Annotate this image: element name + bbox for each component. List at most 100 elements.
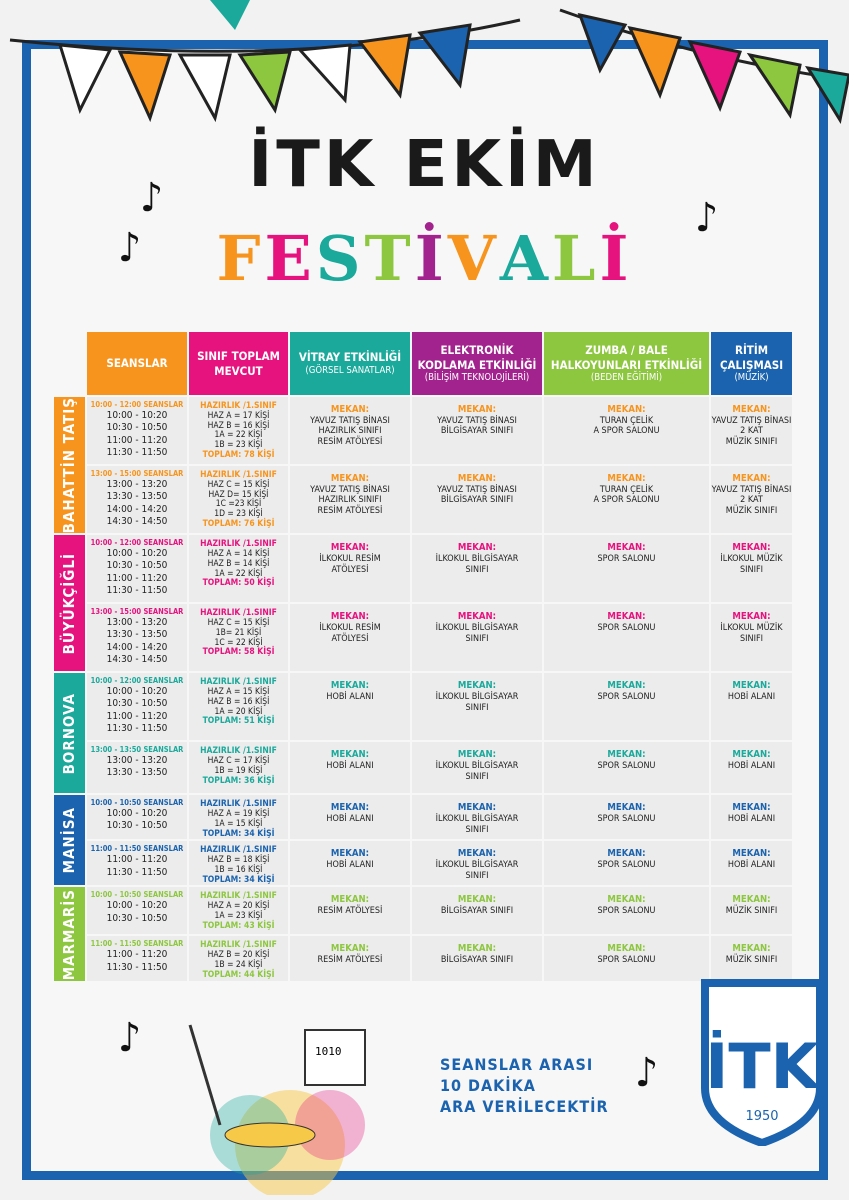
session-heading: 10:00 - 12:00 SEANSLAR <box>90 400 184 409</box>
session-times: 13:00 - 13:50 SEANSLAR 13:00 - 13:20 13:30… <box>87 742 187 794</box>
venue-cell: MEKAN: İLKOKUL BİLGİSAYAR SINIFI <box>412 535 542 603</box>
venue-label: MEKAN: <box>457 943 497 955</box>
time-slot: 11:00 - 11:20 <box>106 854 168 866</box>
class-count: 1A = 22 KİŞİ <box>214 430 263 441</box>
column-header-subtitle: (BİLİŞİM TEKNOLOJİLERİ) <box>424 371 530 383</box>
venue-name: İLKOKUL BİLGİSAYAR SINIFI <box>435 623 519 644</box>
venue-label: MEKAN: <box>457 542 497 554</box>
time-slot: 13:00 - 13:20 <box>106 616 168 628</box>
venue-name: HOBİ ALANI <box>326 761 374 772</box>
class-counts: HAZIRLIK /1.SINIF HAZ C = 15 KİŞİ HAZ D= 1… <box>189 466 288 534</box>
campus-label: MANİSA <box>54 795 85 886</box>
venue-cell: MEKAN: HOBİ ALANI <box>711 841 792 886</box>
venue-cell: MEKAN: İLKOKUL BİLGİSAYAR SINIFI <box>412 673 542 741</box>
venue-label: MEKAN: <box>330 848 370 860</box>
title-letter: A <box>499 222 552 295</box>
time-slot: 13:00 - 13:20 <box>106 754 168 766</box>
time-slot: 13:00 - 13:20 <box>106 478 168 490</box>
column-header: RİTİM ÇALIŞMASI (MÜZİK) <box>711 332 792 395</box>
class-count: HAZ B = 20 KİŞİ <box>207 950 270 961</box>
venue-name: HOBİ ALANI <box>727 692 776 703</box>
session-times: 10:00 - 10:50 SEANSLAR 10:00 - 10:20 10:30… <box>87 795 187 840</box>
venue-cell: MEKAN: İLKOKUL BİLGİSAYAR SINIFI <box>412 841 542 886</box>
class-count: 1A = 22 KİŞİ <box>214 568 263 579</box>
venue-label: MEKAN: <box>732 542 771 554</box>
session-row: BÜYÜKÇİĞLİ 10:00 - 12:00 SEANSLAR 10:00 - … <box>54 535 792 672</box>
class-count: HAZ C = 17 KİŞİ <box>207 756 270 767</box>
time-slot: 10:00 - 10:20 <box>106 547 168 559</box>
computer-code-text: 1010 <box>315 1045 342 1058</box>
session-row: 13:00 - 13:50 SEANSLAR 13:00 - 13:20 13:30… <box>54 742 792 794</box>
venue-label: MEKAN: <box>457 404 497 415</box>
time-slot: 14:00 - 14:20 <box>106 503 168 515</box>
campus-label: BORNOVA <box>54 673 85 794</box>
class-count: 1B = 16 KİŞİ <box>214 864 263 875</box>
ballerina-paint-illustration: 1010 <box>188 1024 366 1195</box>
music-note-icon: ♪ <box>118 225 141 271</box>
bunting-decoration <box>9 0 849 125</box>
venue-name: İLKOKUL BİLGİSAYAR SINIFI <box>435 554 519 575</box>
music-note-icon: ♪ <box>118 1015 141 1061</box>
venue-name: İLKOKUL BİLGİSAYAR SINIFI <box>435 814 519 835</box>
session-times: 13:00 - 15:00 SEANSLAR 13:00 - 13:20 13:30… <box>87 604 187 672</box>
title-festivali: FESTİVALİ <box>0 222 849 295</box>
time-slot: 11:30 - 11:50 <box>106 585 168 597</box>
column-header-title: SEANSLAR <box>106 356 168 371</box>
venue-name: SPOR SALONU <box>597 860 656 871</box>
class-count: 1B = 19 KİŞİ <box>214 765 263 776</box>
venue-name: BİLGİSAYAR SINIFI <box>440 906 514 917</box>
venue-label: MEKAN: <box>457 680 497 692</box>
column-header: VİTRAY ETKİNLİĞİ (GÖRSEL SANATLAR) <box>290 332 410 395</box>
time-slot: 13:30 - 13:50 <box>106 629 168 641</box>
class-count: HAZ C = 15 KİŞİ <box>207 618 270 629</box>
venue-cell: MEKAN: SPOR SALONU <box>544 795 709 840</box>
venue-label: MEKAN: <box>457 894 497 906</box>
venue-cell: MEKAN: RESİM ATÖLYESİ <box>290 887 410 935</box>
session-row: 11:00 - 11:50 SEANSLAR 11:00 - 11:20 11:30… <box>54 936 792 982</box>
class-heading: HAZIRLIK /1.SINIF <box>200 891 277 902</box>
class-total: TOPLAM: 36 KİŞİ <box>202 775 275 786</box>
class-counts: HAZIRLIK /1.SINIF HAZ A = 15 KİŞİ HAZ B = … <box>189 673 288 741</box>
venue-cell: MEKAN: MÜZİK SINIFI <box>711 887 792 935</box>
venue-cell: MEKAN: İLKOKUL MÜZİK SINIFI <box>711 535 792 603</box>
venue-cell: MEKAN: SPOR SALONU <box>544 535 709 603</box>
venue-label: MEKAN: <box>330 749 370 761</box>
class-total: TOPLAM: 51 KİŞİ <box>202 716 275 727</box>
class-heading: HAZIRLIK /1.SINIF <box>200 539 277 550</box>
venue-name: İLKOKUL BİLGİSAYAR SINIFI <box>435 761 519 782</box>
break-notice-line: 10 DAKİKA <box>440 1075 536 1095</box>
time-slot: 14:30 - 14:50 <box>106 654 168 666</box>
session-row: 13:00 - 15:00 SEANSLAR 13:00 - 13:20 13:30… <box>54 466 792 534</box>
venue-name: HOBİ ALANI <box>326 692 374 703</box>
session-heading: 13:00 - 15:00 SEANSLAR <box>90 607 184 617</box>
venue-label: MEKAN: <box>732 473 771 485</box>
venue-cell: MEKAN: HOBİ ALANI <box>711 795 792 840</box>
class-count: HAZ A = 15 KİŞİ <box>207 687 270 698</box>
venue-cell: MEKAN: İLKOKUL RESİM ATÖLYESİ <box>290 535 410 603</box>
venue-cell: MEKAN: TURAN ÇELİK A SPOR SALONU <box>544 466 709 534</box>
class-counts: HAZIRLIK /1.SINIF HAZ C = 15 KİŞİ 1B= 21 K… <box>189 604 288 672</box>
session-row: BAHATTİN TATIŞ 10:00 - 12:00 SEANSLAR 10:0… <box>54 397 792 534</box>
venue-label: MEKAN: <box>330 611 370 623</box>
time-slot: 11:30 - 11:50 <box>106 723 168 735</box>
venue-name: SPOR SALONU <box>597 761 656 772</box>
session-heading: 10:00 - 12:00 SEANSLAR <box>90 676 184 686</box>
venue-cell: MEKAN: YAVUZ TATIŞ BİNASI BİLGİSAYAR SINI… <box>412 397 542 465</box>
class-counts: HAZIRLIK /1.SINIF HAZ A = 17 KİŞİ HAZ B = … <box>189 397 288 465</box>
venue-cell: MEKAN: RESİM ATÖLYESİ <box>290 936 410 982</box>
venue-name: TURAN ÇELİK A SPOR SALONU <box>593 415 660 437</box>
venue-label: MEKAN: <box>457 848 497 860</box>
venue-label: MEKAN: <box>457 802 497 814</box>
venue-cell: MEKAN: YAVUZ TATIŞ BİNASI HAZIRLIK SINIFI… <box>290 466 410 534</box>
column-header: ZUMBA / BALE HALKOYUNLARI ETKİNLİĞİ (BEDE… <box>544 332 709 395</box>
class-heading: HAZIRLIK /1.SINIF <box>200 746 277 757</box>
session-heading: 11:00 - 11:50 SEANSLAR <box>90 844 184 854</box>
time-slot: 11:30 - 11:50 <box>106 447 168 459</box>
session-times: 10:00 - 12:00 SEANSLAR 10:00 - 10:20 10:30… <box>87 397 187 465</box>
session-heading: 10:00 - 10:50 SEANSLAR <box>90 798 184 808</box>
title-letter: İ <box>599 222 633 295</box>
venue-name: HOBİ ALANI <box>326 860 374 871</box>
campus-label: BÜYÜKÇİĞLİ <box>54 535 85 672</box>
venue-name: HOBİ ALANI <box>727 860 776 871</box>
column-header-subtitle: (BEDEN EĞİTİMİ) <box>590 371 663 383</box>
